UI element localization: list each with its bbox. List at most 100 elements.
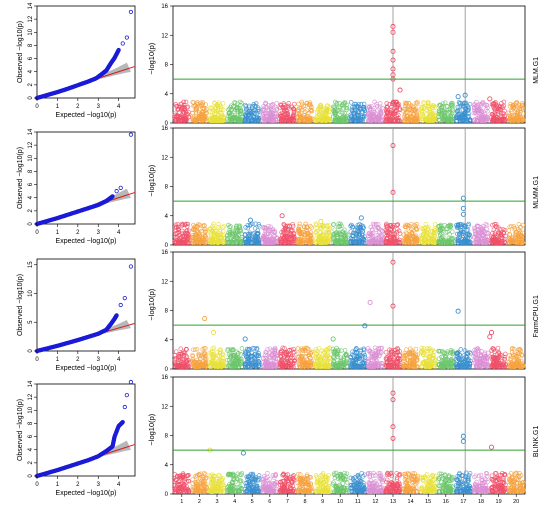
snp-point: [207, 226, 213, 231]
snp-point: [506, 228, 512, 233]
qq-x-tick-label: 3: [97, 104, 101, 110]
snp-point: [472, 107, 477, 113]
snp-point: [494, 104, 500, 110]
snp-point: [268, 117, 274, 123]
qq-x-tick-label: 2: [76, 357, 80, 363]
snp-point: [173, 234, 178, 240]
qq-y-tick-label: 12: [28, 393, 34, 400]
snp-point: [502, 113, 508, 118]
snp-point: [377, 104, 383, 110]
qq-point: [114, 313, 119, 318]
snp-point: [314, 118, 320, 124]
snp-point: [495, 117, 501, 123]
snp-point: [254, 115, 260, 121]
qq-point: [118, 185, 123, 190]
snp-point: [203, 240, 208, 246]
qq-x-tick-label: 4: [117, 482, 121, 488]
snp-point: [173, 240, 178, 246]
snp-point: [279, 113, 285, 118]
snp-hit: [390, 66, 396, 72]
qq-x-axis-label: Expected −log10(p): [56, 238, 117, 245]
manhattan-y-axis-label: −log10(p): [147, 42, 156, 74]
snp-point: [270, 102, 276, 107]
snp-point: [296, 224, 302, 229]
snp-point: [403, 118, 408, 123]
snp-point: [395, 102, 400, 107]
snp-point: [444, 104, 450, 109]
snp-point: [174, 225, 179, 230]
snp-point: [514, 100, 520, 106]
qq-confidence-band: [37, 188, 131, 224]
snp-point: [436, 117, 442, 123]
snp-point: [215, 104, 221, 109]
snp-point: [514, 110, 520, 116]
snp-point: [337, 109, 343, 115]
snp-point: [263, 101, 268, 107]
snp-point: [216, 225, 221, 230]
snp-point: [242, 236, 248, 242]
snp-point: [190, 240, 195, 245]
manhattan-y-tick-label: 0: [165, 121, 169, 127]
qq-y-tick-label: 8: [28, 43, 34, 47]
qq-x-tick-label: 1: [56, 482, 60, 488]
snp-point: [179, 106, 185, 111]
qq-point: [114, 189, 119, 194]
snp-point: [461, 113, 466, 119]
snp-point: [192, 235, 198, 241]
qq-x-tick-label: 4: [117, 357, 121, 363]
qq-point: [120, 41, 125, 46]
snp-point: [421, 105, 427, 110]
snp-point: [179, 228, 185, 234]
snp-point: [484, 117, 490, 123]
snp-point: [174, 103, 179, 109]
manhattan-y-tick-label: 4: [165, 92, 169, 98]
snp-point: [401, 108, 406, 114]
snp-point: [301, 103, 306, 109]
snp-point: [273, 105, 279, 110]
snp-point: [186, 114, 192, 120]
snp-point: [372, 106, 377, 111]
snp-point: [354, 118, 360, 123]
snp-point: [509, 117, 515, 122]
snp-point: [200, 223, 206, 229]
snp-point: [234, 117, 240, 122]
snp-point: [387, 118, 392, 123]
snp-point: [438, 112, 444, 118]
snp-point: [467, 118, 472, 124]
snp-point: [357, 117, 362, 123]
snp-point: [304, 108, 310, 113]
snp-point: [450, 106, 455, 112]
snp-point: [201, 106, 207, 111]
qq-y-axis-label: Observed −log10(p): [17, 399, 24, 461]
qq-y-tick-label: 0: [28, 222, 34, 226]
snp-point: [314, 114, 320, 119]
snp-point: [232, 100, 238, 106]
snp-point: [515, 118, 521, 123]
snp-point: [509, 109, 514, 114]
snp-point: [212, 116, 218, 122]
snp-hit: [397, 87, 403, 93]
snp-point: [377, 114, 383, 119]
snp-hit: [390, 23, 396, 30]
snp-point: [292, 101, 297, 107]
snp-point: [291, 112, 297, 118]
snp-point: [252, 233, 258, 238]
snp-point: [210, 223, 215, 229]
qq-point: [122, 295, 127, 301]
snp-point: [428, 111, 433, 117]
snp-point: [181, 240, 186, 246]
snp-point: [484, 114, 490, 120]
qq-y-tick-label: 10: [28, 290, 34, 297]
snp-point: [212, 100, 217, 106]
snp-point: [197, 237, 202, 242]
snp-point: [456, 99, 462, 105]
qq-y-tick-label: 14: [28, 128, 34, 135]
snp-point: [228, 118, 234, 123]
snp-point: [195, 240, 201, 245]
qq-y-tick-label: 0: [28, 349, 34, 353]
snp-point: [278, 103, 284, 108]
snp-point: [327, 223, 332, 228]
snp-point: [465, 104, 471, 109]
